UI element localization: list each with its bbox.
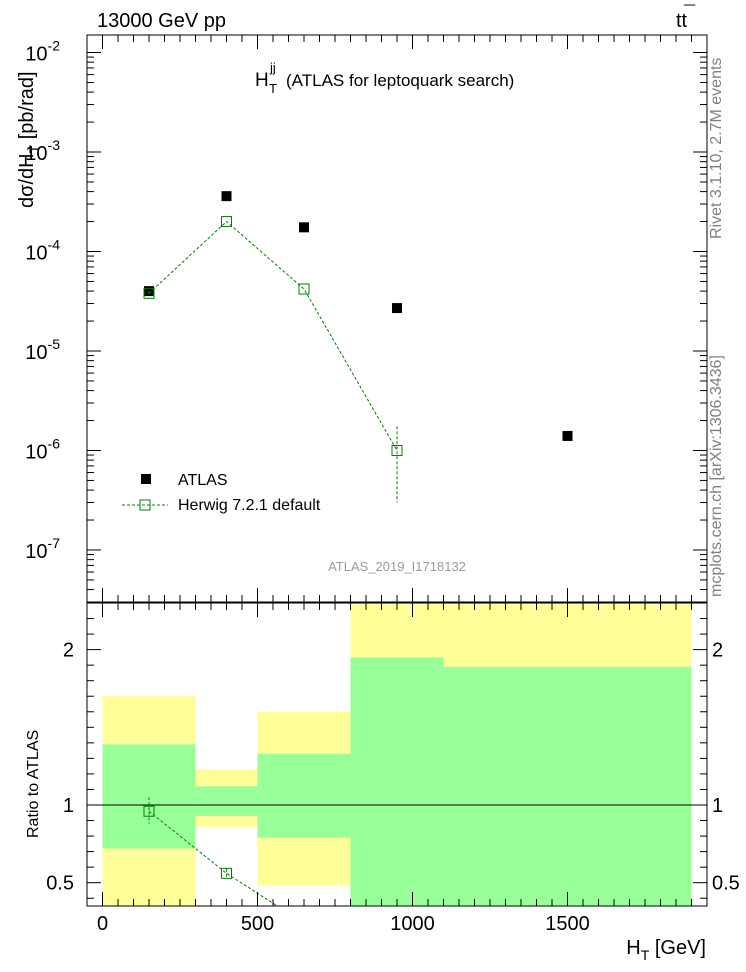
xlabel-sub: T bbox=[641, 947, 650, 963]
ratio-panel: 0.5 0.5 1 1 2 2 0 500 1000 1500 Ratio to ATLAS H… bbox=[25, 602, 740, 963]
xtick-label: 1000 bbox=[390, 913, 435, 935]
herwig-ratio-point bbox=[299, 918, 309, 928]
main-ytick-label: 10-4 bbox=[25, 237, 60, 265]
xlabel-rest: [GeV] bbox=[649, 937, 706, 959]
atlas-data-point bbox=[562, 430, 573, 441]
legend-data-marker bbox=[141, 474, 151, 484]
main-ytick-label: 10-6 bbox=[25, 435, 60, 463]
main-ytick-label: 10-3 bbox=[25, 137, 60, 165]
xtick-label: 1500 bbox=[545, 913, 590, 935]
atlas-data-point bbox=[221, 191, 232, 202]
analysis-watermark: ATLAS_2019_I1718132 bbox=[328, 559, 466, 574]
ratio-ytick-label-right: 2 bbox=[712, 640, 723, 662]
main-frame bbox=[86, 34, 708, 603]
ylabel-main: dσ/dH bbox=[16, 153, 38, 208]
main-ytick-label: 10-5 bbox=[25, 336, 60, 364]
ylabel-sub: T bbox=[26, 144, 42, 153]
ratio-band-inner bbox=[102, 744, 196, 849]
herwig-ratio-point bbox=[143, 805, 155, 817]
header-process-label: tt bbox=[676, 10, 688, 32]
ratio-ytick-label-right: 1 bbox=[712, 795, 723, 817]
herwig-line bbox=[148, 220, 398, 451]
herwig-point bbox=[221, 216, 232, 228]
legend-mc-marker bbox=[139, 499, 151, 511]
atlas-data-point bbox=[299, 222, 309, 233]
ratio-ytick-label-right: 0.5 bbox=[712, 873, 740, 895]
ylabel-rest: [pb/rad] bbox=[16, 71, 38, 144]
ratio-ytick-label: 1 bbox=[63, 795, 74, 817]
xlabel: HT [GeV] bbox=[626, 937, 706, 963]
main-ytick-label: 10-7 bbox=[25, 535, 60, 563]
atlas-data-point bbox=[392, 303, 402, 314]
xtick-label: 0 bbox=[97, 913, 108, 935]
ratio-band-inner bbox=[195, 786, 258, 816]
herwig-point bbox=[391, 444, 403, 456]
ratio-band-inner bbox=[350, 657, 444, 906]
header-energy-label: 13000 GeV pp bbox=[97, 10, 226, 32]
legend-mc-label: Herwig 7.2.1 default bbox=[178, 497, 321, 514]
header-process-bar: ¯ bbox=[683, 3, 696, 25]
mcplots-label: mcplots.cern.ch [arXiv:1306.3436] bbox=[708, 355, 725, 597]
ratio-band-inner bbox=[443, 666, 692, 906]
main-panel: 10-7 10-6 10-5 10-4 10-3 10-2 H jj T (ATLAS f… bbox=[16, 34, 708, 603]
title-superscript: jj bbox=[269, 60, 276, 75]
ratio-band-inner bbox=[257, 753, 351, 838]
main-ytick-label: 10-2 bbox=[25, 38, 60, 66]
ratio-ytick-label: 0.5 bbox=[46, 873, 74, 895]
legend: ATLAS Herwig 7.2.1 default bbox=[122, 472, 321, 514]
xlabel-main: H bbox=[626, 937, 640, 959]
legend-data-label: ATLAS bbox=[178, 472, 228, 489]
main-ylabel: dσ/dHT [pb/rad] bbox=[16, 71, 42, 208]
plot-title: H jj T (ATLAS for leptoquark search) bbox=[255, 60, 514, 96]
herwig-point bbox=[298, 283, 310, 295]
ratio-ylabel: Ratio to ATLAS bbox=[25, 730, 42, 838]
rivet-version-label: Rivet 3.1.10, 2.7M events bbox=[708, 58, 725, 239]
title-main: H bbox=[255, 70, 269, 91]
herwig-point bbox=[143, 287, 155, 299]
ratio-ytick-label: 2 bbox=[63, 640, 74, 662]
herwig-ratio-point bbox=[221, 867, 232, 879]
xtick-label: 500 bbox=[241, 913, 274, 935]
title-subscript: T bbox=[269, 81, 277, 96]
title-rest: (ATLAS for leptoquark search) bbox=[286, 71, 514, 90]
